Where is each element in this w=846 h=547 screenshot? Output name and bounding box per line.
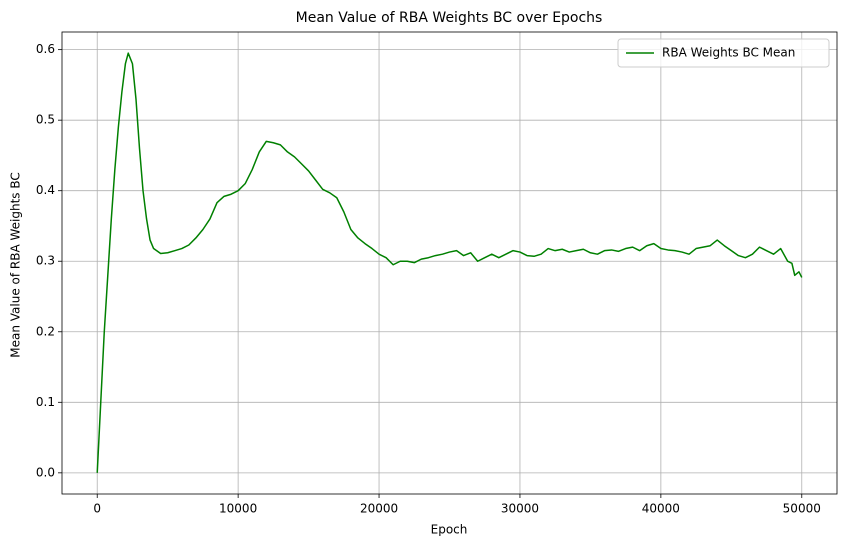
legend-label: RBA Weights BC Mean: [662, 46, 795, 60]
x-tick-label: 30000: [501, 502, 539, 516]
x-tick-label: 20000: [360, 502, 398, 516]
chart-title: Mean Value of RBA Weights BC over Epochs: [296, 10, 603, 26]
data-line: [96, 52, 803, 473]
x-tick-label: 0: [93, 502, 101, 516]
x-tick-label: 10000: [219, 502, 257, 516]
y-tick-label: 0.4: [36, 183, 55, 197]
y-tick-label: 0.3: [36, 254, 55, 268]
plot-frame: [61, 31, 838, 495]
x-tick-label: 50000: [783, 502, 821, 516]
y-tick-label: 0.0: [36, 465, 55, 479]
x-axis-label: Epoch: [431, 523, 468, 537]
y-tick-label: 0.2: [36, 324, 55, 338]
y-tick-label: 0.5: [36, 113, 55, 127]
y-axis-label: Mean Value of RBA Weights BC: [9, 172, 23, 358]
x-tick-label: 40000: [642, 502, 680, 516]
legend-box: [617, 38, 830, 68]
y-tick-label: 0.1: [36, 395, 55, 409]
y-tick-label: 0.6: [36, 42, 55, 56]
